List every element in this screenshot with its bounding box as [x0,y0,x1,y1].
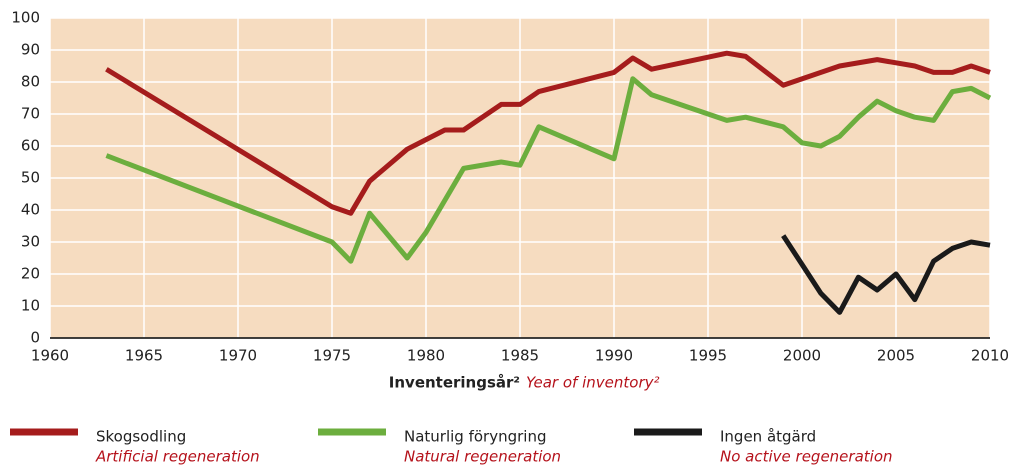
line [105,50,991,216]
x-tick-label: 1965 [125,347,163,365]
x-axis-label-en: Year of inventory² [526,374,660,392]
legend-label-en: No active regeneration [720,448,893,466]
legend-label: Skogsodling [96,428,186,446]
y-tick-label: 80 [21,73,40,91]
x-tick-label: 1975 [313,347,351,365]
y-tick-label: 30 [21,233,40,251]
x-tick-label: 2005 [877,347,915,365]
x-tick-label: 1960 [31,347,69,365]
y-tick-label: 40 [21,201,40,219]
y-tick-label: 20 [21,265,40,283]
legend-label: Ingen åtgärd [720,428,816,446]
line [781,234,991,315]
x-tick-label: 1970 [219,347,257,365]
x-tick-label: 1995 [689,347,727,365]
legend-label-en: Artificial regeneration [95,448,260,466]
y-tick-label: 70 [21,105,40,123]
x-tick-label: 2010 [971,347,1009,365]
legend-label-en: Natural regeneration [404,448,561,466]
x-axis-label: Inventeringsår² [389,374,520,392]
legend-label: Naturlig föryngring [404,428,547,446]
x-tick-label: 1985 [501,347,539,365]
x-tick-label: 2000 [783,347,821,365]
y-tick-label: 100 [11,9,40,27]
y-tick-label: 60 [21,137,40,155]
x-tick-label: 1990 [595,347,633,365]
y-tick-label: 90 [21,41,40,59]
line [105,76,992,264]
y-tick-label: 10 [21,297,40,315]
y-tick-label: 0 [30,329,40,347]
y-tick-label: 50 [21,169,40,187]
x-tick-label: 1980 [407,347,445,365]
